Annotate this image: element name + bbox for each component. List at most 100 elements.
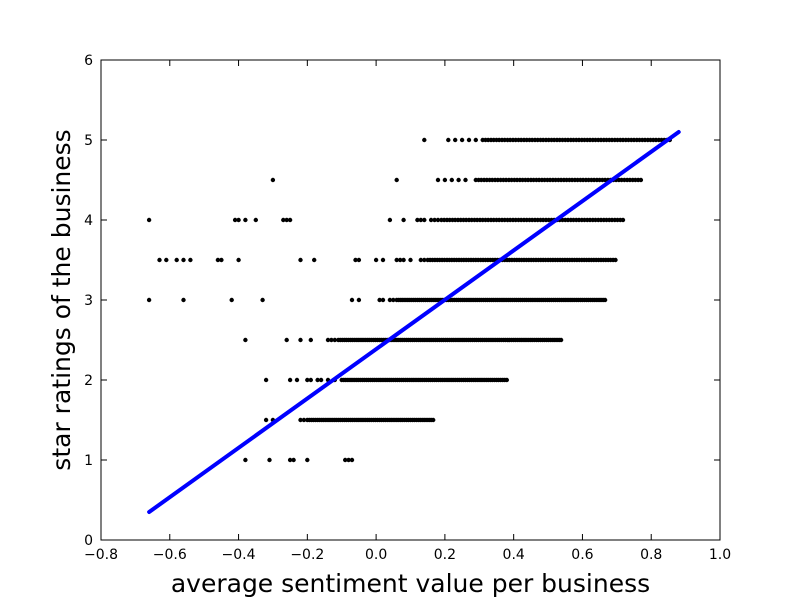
data-point [305, 457, 310, 463]
y-tick-label: 6 [84, 53, 93, 69]
data-point [270, 177, 276, 183]
x-tick-label: −0.8 [84, 547, 118, 563]
data-point [287, 377, 293, 383]
data-point [298, 337, 303, 343]
data-point [602, 297, 608, 303]
data-point [442, 177, 448, 183]
data-point [315, 377, 320, 383]
data-point [638, 177, 644, 183]
data-point [380, 297, 386, 303]
data-point [558, 337, 564, 343]
data-point [281, 217, 286, 223]
y-axis-title: star ratings of the business [47, 129, 76, 470]
data-point [236, 217, 241, 223]
data-point [236, 257, 241, 263]
y-tick-label: 5 [84, 133, 93, 149]
data-point [394, 177, 399, 183]
regression-line [147, 130, 681, 514]
x-tick-label: −0.4 [222, 547, 256, 563]
data-point [318, 377, 324, 383]
x-axis-title: average sentiment value per business [171, 569, 650, 598]
data-point [243, 457, 248, 463]
x-tick-label: −0.2 [290, 547, 324, 563]
data-point [459, 137, 465, 143]
data-points [146, 137, 672, 463]
data-point [387, 217, 393, 223]
data-point [164, 257, 169, 263]
data-point [301, 417, 307, 423]
data-point [391, 297, 396, 303]
data-point [449, 177, 454, 183]
data-point [401, 217, 406, 223]
data-point [181, 257, 186, 263]
data-point [263, 417, 269, 423]
data-point [284, 217, 289, 223]
data-point [432, 217, 437, 223]
data-point [387, 297, 393, 303]
data-point [504, 377, 509, 383]
data-point [428, 217, 434, 223]
data-point [312, 257, 317, 263]
data-point [435, 177, 441, 183]
data-point [232, 217, 238, 223]
data-point [613, 257, 618, 263]
data-point [453, 137, 458, 143]
y-tick-label: 3 [84, 293, 93, 309]
data-point [356, 257, 362, 263]
data-point [294, 377, 300, 383]
x-tick-label: 0.4 [503, 547, 525, 563]
data-point [215, 257, 221, 263]
data-point [446, 137, 451, 143]
data-point [287, 217, 293, 223]
data-point [287, 457, 293, 463]
y-tick-label: 2 [84, 373, 93, 389]
data-point [332, 337, 337, 343]
data-point [260, 297, 265, 303]
data-point [398, 257, 403, 263]
x-tick-label: −0.6 [153, 547, 187, 563]
data-point [422, 257, 427, 263]
data-point [473, 137, 478, 143]
data-point [298, 257, 303, 263]
data-point [267, 457, 272, 463]
data-point [431, 417, 436, 423]
data-point [229, 297, 234, 303]
data-point [456, 177, 461, 183]
data-point [422, 217, 427, 223]
data-point [174, 257, 179, 263]
data-point [284, 337, 289, 343]
data-point [305, 377, 310, 383]
data-point [373, 257, 379, 263]
data-point [346, 457, 351, 463]
data-point [620, 217, 626, 223]
data-point [466, 137, 472, 143]
data-point [377, 297, 382, 303]
data-point [353, 257, 358, 263]
x-tick-label: 0.2 [434, 547, 456, 563]
data-point [463, 177, 468, 183]
data-point [291, 457, 296, 463]
data-point [308, 337, 313, 343]
data-point [243, 337, 248, 343]
data-point [308, 377, 313, 383]
data-point [329, 337, 334, 343]
data-point [435, 217, 441, 223]
data-point [253, 217, 258, 223]
data-point [401, 257, 406, 263]
x-tick-label: 0.8 [640, 547, 662, 563]
x-tick-label: 1.0 [709, 547, 731, 563]
data-point [188, 257, 193, 263]
data-point [157, 257, 162, 263]
y-tick-label: 4 [84, 213, 93, 229]
x-tick-label: 0.0 [365, 547, 387, 563]
data-point [356, 297, 362, 303]
y-tick-label: 1 [84, 453, 93, 469]
data-point [380, 257, 386, 263]
axis-ticks: −0.8 −0.6 −0.4 −0.2 0.0 0.2 0.4 0.6 0.8 1.0 0 1 2 3 4 5… [84, 53, 731, 563]
data-point [325, 337, 331, 343]
data-point [418, 217, 423, 223]
data-point [263, 377, 269, 383]
data-point [243, 217, 248, 223]
data-point [181, 297, 186, 303]
